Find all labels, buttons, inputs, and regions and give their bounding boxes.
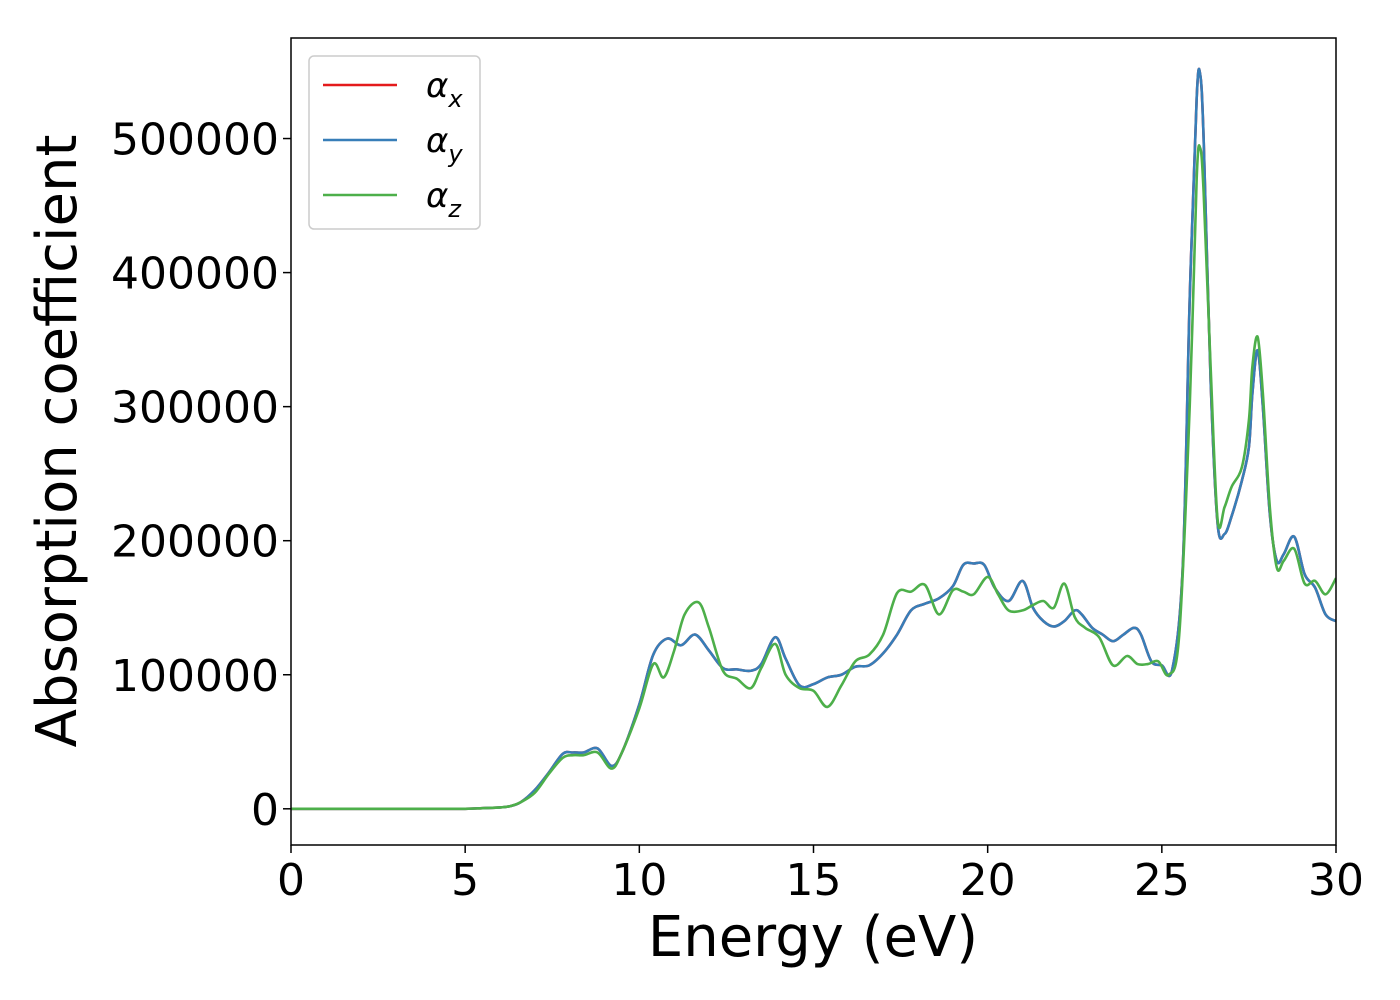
legend-label-z: αz xyxy=(426,176,462,223)
legend-label-x: αx xyxy=(426,66,463,113)
y-tick-label: 400000 xyxy=(111,249,279,300)
x-tick-label: 5 xyxy=(451,855,479,906)
y-tick-label: 100000 xyxy=(111,651,279,702)
y-axis: 0 100000 200000 300000 400000 500000 xyxy=(111,115,291,836)
legend-box xyxy=(308,55,481,230)
x-tick-label: 30 xyxy=(1308,855,1364,906)
y-tick-label: 0 xyxy=(251,785,279,836)
y-tick-label: 500000 xyxy=(111,115,279,166)
x-tick-label: 20 xyxy=(960,855,1016,906)
x-axis: 0 5 10 15 20 25 30 xyxy=(277,845,1364,906)
x-tick-label: 15 xyxy=(786,855,842,906)
x-tick-label: 10 xyxy=(611,855,667,906)
legend-label-y: αy xyxy=(426,121,463,168)
x-tick-label: 0 xyxy=(277,855,305,906)
legend: αx αy αz xyxy=(308,55,481,230)
series-layer xyxy=(291,67,1336,811)
series-line-z xyxy=(291,144,1336,811)
y-tick-label: 300000 xyxy=(111,383,279,434)
x-tick-label: 25 xyxy=(1134,855,1190,906)
y-tick-label: 200000 xyxy=(111,517,279,568)
x-axis-title: Energy (eV) xyxy=(648,905,978,970)
y-axis-title: Absorption coefficient xyxy=(25,135,90,748)
